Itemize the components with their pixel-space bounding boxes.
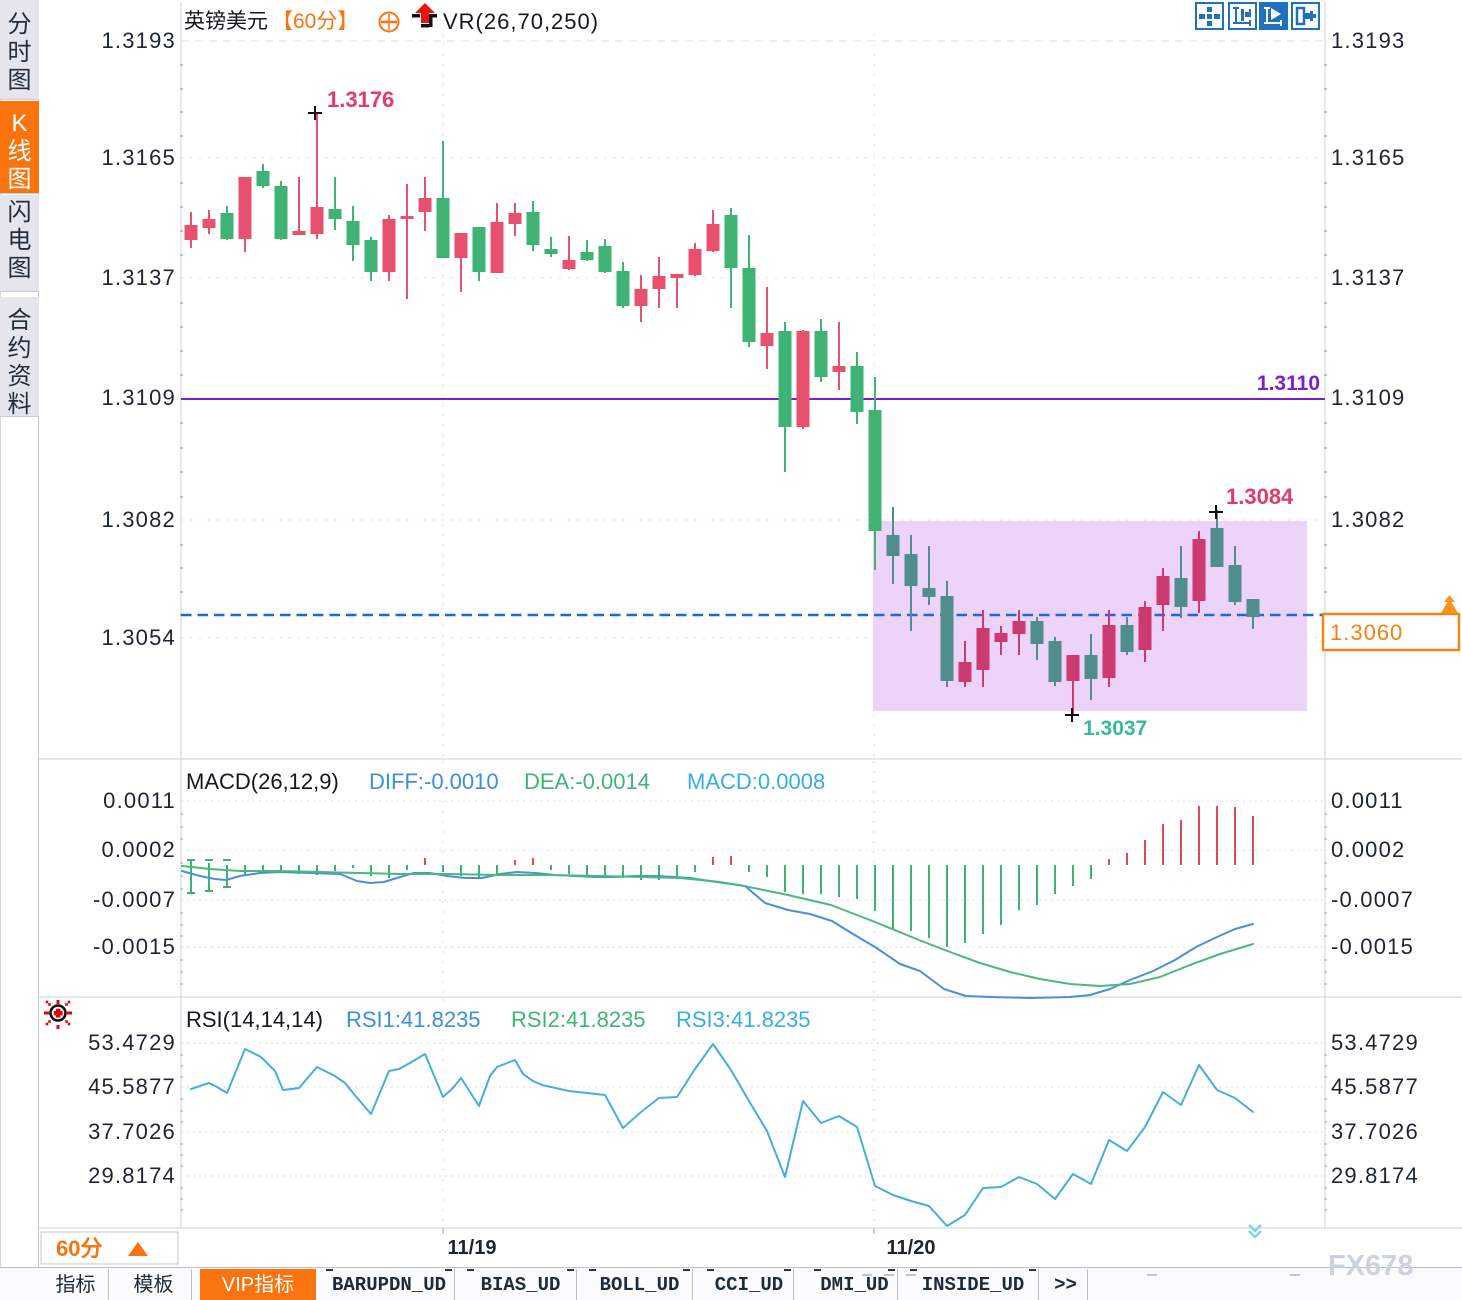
svg-text:1.3193: 1.3193 — [102, 28, 177, 53]
svg-text:0.0011: 0.0011 — [1331, 788, 1404, 813]
svg-text:英镑美元: 英镑美元 — [184, 10, 268, 33]
svg-text:RSI2:41.8235: RSI2:41.8235 — [511, 1007, 646, 1032]
svg-text:RSI3:41.8235: RSI3:41.8235 — [676, 1007, 811, 1032]
svg-text:1.3137: 1.3137 — [102, 265, 177, 290]
svg-text:1.3054: 1.3054 — [102, 625, 177, 650]
svg-text:53.4729: 53.4729 — [1331, 1030, 1419, 1055]
svg-text:37.7026: 37.7026 — [1331, 1119, 1419, 1144]
svg-text:37.7026: 37.7026 — [88, 1119, 176, 1144]
svg-text:0.0011: 0.0011 — [103, 788, 176, 813]
svg-text:29.8174: 29.8174 — [1331, 1163, 1419, 1188]
svg-text:VR(26,70,250): VR(26,70,250) — [443, 9, 599, 34]
svg-text:-0.0015: -0.0015 — [93, 934, 176, 959]
svg-text:1.3060: 1.3060 — [1330, 620, 1403, 645]
svg-text:1.3082: 1.3082 — [102, 507, 177, 532]
svg-text:DIFF:-0.0010: DIFF:-0.0010 — [369, 769, 499, 794]
svg-text:1.3193: 1.3193 — [1331, 28, 1406, 53]
svg-text:1.3037: 1.3037 — [1083, 717, 1147, 740]
svg-text:MACD(26,12,9): MACD(26,12,9) — [186, 769, 339, 794]
svg-text:【60分】: 【60分】 — [272, 10, 358, 33]
svg-text:RSI1:41.8235: RSI1:41.8235 — [346, 1007, 481, 1032]
svg-text:53.4729: 53.4729 — [88, 1030, 176, 1055]
svg-text:1.3176: 1.3176 — [327, 87, 394, 112]
svg-text:1.3082: 1.3082 — [1331, 507, 1406, 532]
svg-text:DEA:-0.0014: DEA:-0.0014 — [524, 769, 650, 794]
svg-text:0.0002: 0.0002 — [102, 837, 177, 862]
svg-text:45.5877: 45.5877 — [1331, 1074, 1419, 1099]
svg-text:1.3084: 1.3084 — [1226, 484, 1294, 509]
svg-text:-0.0007: -0.0007 — [93, 887, 176, 912]
svg-text:11/20: 11/20 — [887, 1237, 936, 1259]
svg-text:1.3109: 1.3109 — [1331, 385, 1406, 410]
svg-text:45.5877: 45.5877 — [88, 1074, 176, 1099]
svg-text:0.0002: 0.0002 — [1331, 837, 1406, 862]
svg-text:1.3110: 1.3110 — [1257, 372, 1320, 395]
svg-text:MACD:0.0008: MACD:0.0008 — [687, 769, 825, 794]
svg-text:-0.0007: -0.0007 — [1331, 887, 1414, 912]
svg-text:1.3109: 1.3109 — [102, 385, 177, 410]
svg-text:1.3165: 1.3165 — [1331, 145, 1406, 170]
svg-text:-0.0015: -0.0015 — [1331, 934, 1414, 959]
svg-text:1.3137: 1.3137 — [1331, 265, 1406, 290]
svg-text:RSI(14,14,14): RSI(14,14,14) — [186, 1007, 323, 1032]
svg-text:29.8174: 29.8174 — [88, 1163, 176, 1188]
svg-text:60分: 60分 — [56, 1236, 102, 1261]
svg-text:1.3165: 1.3165 — [102, 145, 177, 170]
svg-text:11/19: 11/19 — [448, 1237, 497, 1259]
